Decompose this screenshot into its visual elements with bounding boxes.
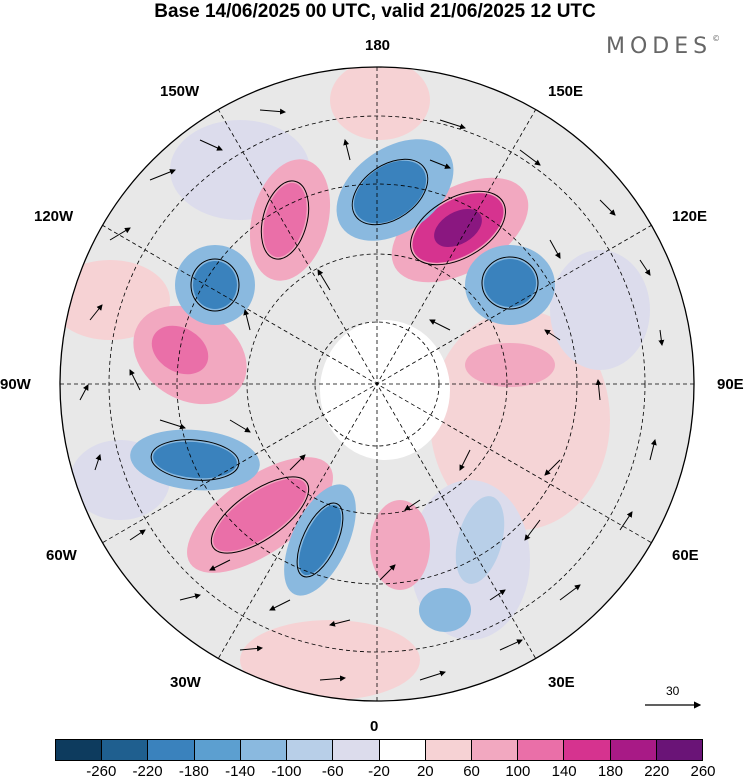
colorbar-tick-label: -20	[368, 763, 390, 780]
polar-cap	[320, 320, 450, 460]
lon-label-0: 0	[370, 718, 379, 735]
reference-vector-label: 30	[666, 684, 680, 698]
anomaly-pale-pink	[240, 620, 420, 700]
brand-name: MODES	[606, 34, 713, 59]
lon-label-150e: 150E	[548, 83, 584, 100]
colorbar-tick-label: 60	[463, 763, 480, 780]
lon-label-120w: 120W	[34, 208, 74, 225]
lon-label-180: 180	[365, 37, 391, 54]
colorbar-tick-label: -60	[321, 763, 344, 780]
brand-logo: MODES©	[606, 34, 720, 59]
graticule	[60, 67, 694, 701]
colorbar-tick-label: -220	[132, 763, 163, 780]
map-border	[59, 66, 695, 702]
colorbar-swatch	[102, 740, 149, 760]
colorbar-tick-label: -140	[225, 763, 256, 780]
colorbar-tick-label: 20	[416, 763, 434, 780]
colorbar-swatch	[518, 740, 565, 760]
colorbar-tick-label: -180	[178, 763, 209, 780]
colorbar-swatch	[656, 740, 703, 760]
colorbar-tick-label: -260	[86, 763, 117, 780]
lon-label-150w: 150W	[160, 83, 200, 100]
colorbar-swatch	[425, 740, 472, 760]
colorbar-swatch	[471, 740, 519, 760]
colorbar-swatch	[56, 740, 103, 760]
contour-lines	[150, 158, 539, 578]
lon-label-30e: 30E	[548, 674, 575, 691]
colorbar-tick-label: 180	[597, 763, 623, 780]
colorbar-swatch	[148, 740, 195, 760]
colorbar-swatch	[379, 740, 426, 760]
colorbar-swatch	[333, 740, 380, 760]
anomaly-pale-blue	[550, 250, 650, 370]
colorbar-tick-label: 260	[690, 763, 716, 780]
colorbar-swatch	[564, 740, 611, 760]
map-disk	[60, 67, 694, 701]
brand-copyright: ©	[712, 34, 721, 43]
anomaly-pale-pink	[330, 67, 430, 140]
colorbar-swatch	[240, 740, 288, 760]
colorbar-tick-label: 220	[644, 763, 670, 780]
lon-label-90e: 90E	[717, 376, 744, 393]
colorbar-tick-label: 100	[505, 763, 531, 780]
lon-label-30w: 30W	[170, 674, 201, 691]
colorbar-swatch	[610, 740, 657, 760]
colorbar-tick-label: -100	[271, 763, 302, 780]
colorbar	[55, 739, 703, 761]
lon-label-60w: 60W	[46, 547, 77, 564]
lon-label-120e: 120E	[672, 208, 708, 225]
lon-label-60e: 60E	[672, 547, 699, 564]
map-title: Base 14/06/2025 00 UTC, valid 21/06/2025…	[154, 1, 596, 22]
colorbar-swatch	[287, 740, 334, 760]
colorbar-tick-label: 140	[551, 763, 577, 780]
lon-label-90w: 90W	[0, 376, 31, 393]
anomaly-pale-pink	[60, 260, 170, 340]
wind-vectors	[79, 108, 665, 682]
colorbar-swatch	[194, 740, 241, 760]
